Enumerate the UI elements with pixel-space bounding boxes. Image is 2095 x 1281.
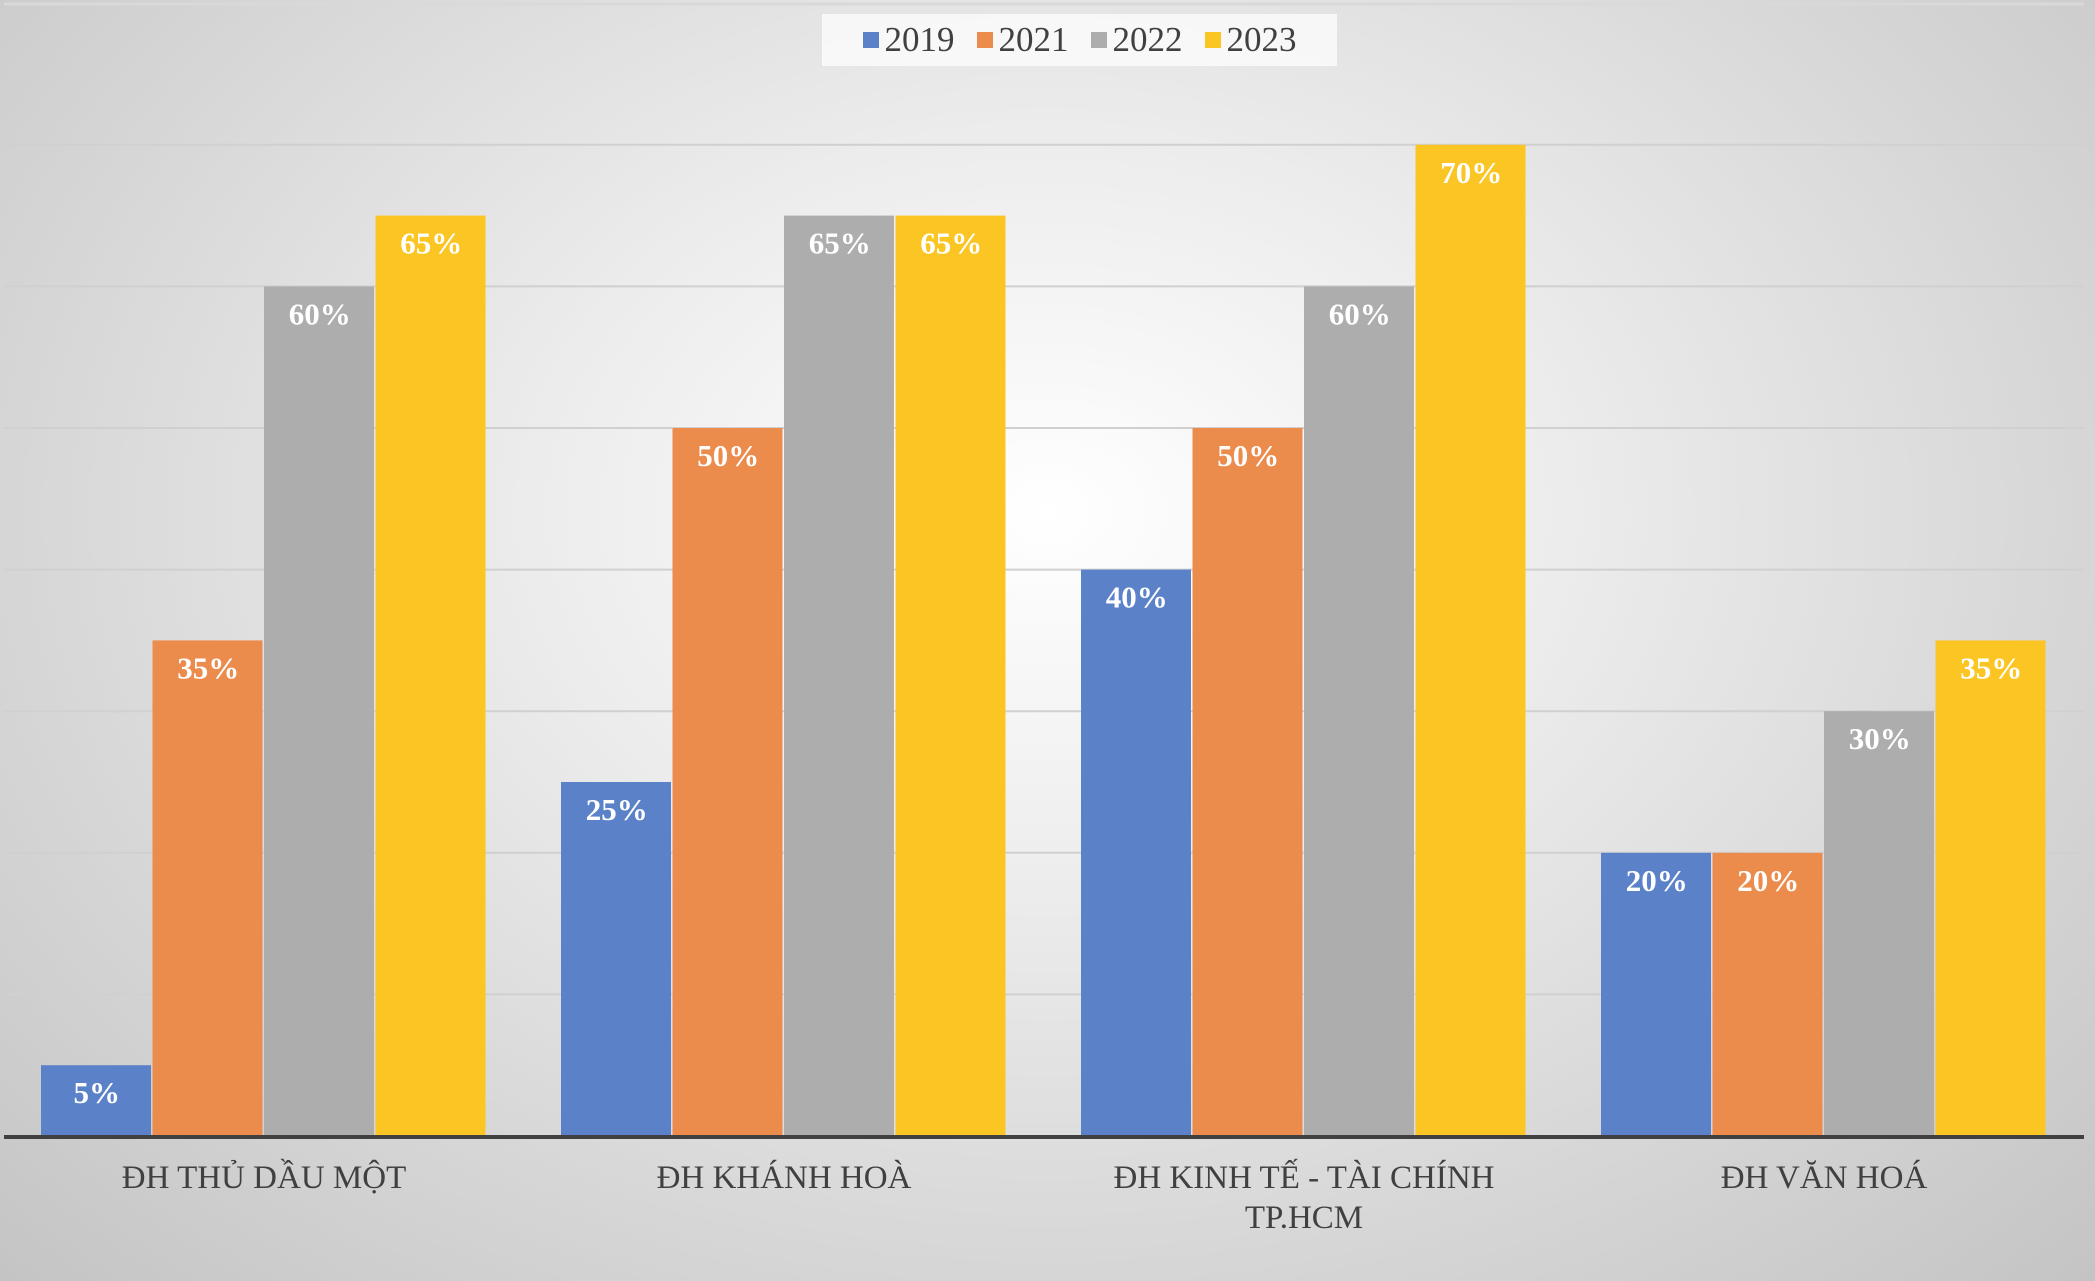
data-label: 60% [1329,296,1391,331]
data-label: 65% [809,226,871,261]
bar-2019-3 [1081,569,1191,1136]
data-label: 35% [177,650,239,685]
legend: 2019 2021 2022 2023 [822,14,1337,66]
data-label: 50% [697,438,759,473]
data-label: 50% [1217,438,1279,473]
category-label: ĐH THỦ DẦU MỘT [122,1158,406,1196]
legend-swatch [862,32,879,48]
bar-2021-1 [152,640,263,1136]
data-label: 5% [74,1075,121,1110]
bar-2019-1 [41,1065,151,1136]
bar-2023-3 [1415,144,1526,1137]
data-label: 20% [1737,863,1799,898]
data-label: 60% [289,296,351,331]
data-label: 35% [1960,650,2022,685]
legend-label: 2023 [1226,20,1297,59]
bar-2021-3 [1192,428,1303,1136]
data-label: 25% [586,792,648,827]
bar-2022-3 [1304,286,1414,1136]
data-label: 40% [1106,580,1168,615]
legend-label: 2019 [884,20,955,59]
bar-2022-4 [1824,711,1934,1136]
legend-swatch [1090,32,1107,48]
legend-item-2023: 2023 [1204,20,1297,60]
bar-2019-2 [561,782,671,1136]
bar-2023-1 [375,215,486,1137]
bar-2022-2 [784,215,894,1137]
legend-label: 2021 [998,20,1069,59]
bar-2019-4 [1601,852,1711,1136]
legend-swatch [976,32,993,48]
bar-2022-1 [264,286,374,1136]
data-label: 70% [1440,155,1502,190]
bar-2023-4 [1935,640,2046,1136]
bar-2021-4 [1712,852,1823,1136]
category-label: ĐH KHÁNH HOÀ [657,1159,912,1196]
bar-2021-2 [672,428,783,1136]
legend-label: 2022 [1112,20,1183,59]
bar-2023-2 [895,215,1006,1137]
legend-item-2019: 2019 [862,20,955,60]
category-label: ĐH VĂN HOÁ [1721,1159,1928,1196]
data-label: 30% [1849,721,1911,756]
data-label: 65% [920,226,982,261]
category-label: TP.HCM [1245,1200,1363,1236]
data-label: 20% [1626,863,1688,898]
category-label: ĐH KINH TẾ - TÀI CHÍNH [1114,1158,1495,1196]
legend-item-2021: 2021 [976,20,1069,60]
legend-item-2022: 2022 [1090,20,1183,60]
data-label: 65% [400,226,462,261]
legend-swatch [1204,32,1221,48]
